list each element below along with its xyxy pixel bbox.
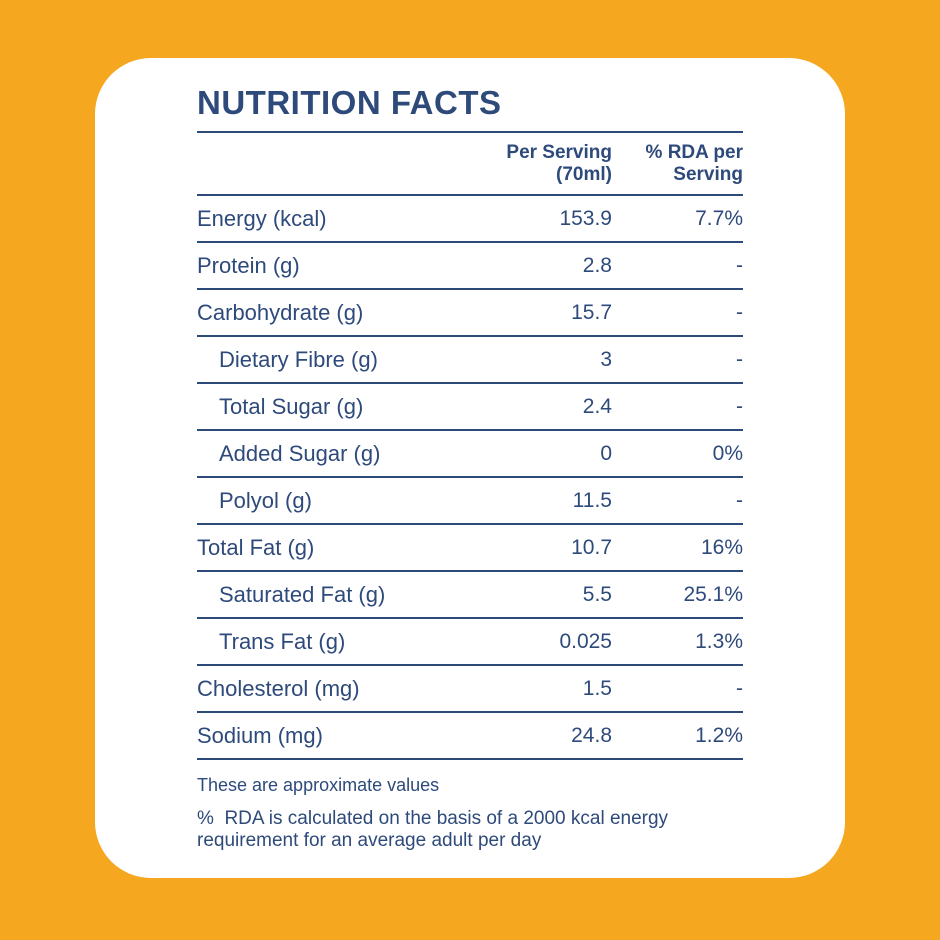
header-rda: % RDA per Serving (645, 142, 743, 185)
footnote-approximate: These are approximate values (197, 775, 440, 795)
nutrient-label: Total Fat (g) (197, 534, 315, 560)
nutrient-label: Total Sugar (g) (219, 393, 364, 419)
per-serving-value: 0.025 (559, 629, 612, 653)
nutrient-label: Sodium (mg) (197, 722, 323, 748)
rda-value: 25.1% (683, 582, 743, 606)
per-serving-value: 2.4 (582, 394, 612, 418)
rda-value: - (736, 488, 743, 512)
rda-value: - (736, 253, 743, 277)
nutrient-label: Polyol (g) (219, 487, 312, 513)
nutrition-facts-card: NUTRITION FACTS Per Serving (70ml) % RDA… (95, 58, 845, 878)
header-per-serving: Per Serving (70ml) (506, 142, 612, 185)
per-serving-value: 1.5 (582, 676, 612, 700)
nutrition-table-body: Energy (kcal) 153.9 7.7% Protein (g) 2.8… (197, 196, 743, 760)
rda-value: - (736, 676, 743, 700)
table-row: Cholesterol (mg) 1.5 - (197, 666, 743, 713)
footnote-rda-basis: % RDA is calculated on the basis of a 20… (197, 808, 669, 851)
rda-value: 16% (700, 535, 743, 559)
nutrient-label: Saturated Fat (g) (219, 581, 386, 607)
rda-value: 0% (712, 441, 743, 465)
title-divider (197, 131, 743, 133)
table-header-row: Per Serving (70ml) % RDA per Serving (197, 133, 743, 196)
nutrient-label: Dietary Fibre (g) (219, 346, 378, 372)
rda-value: 1.3% (695, 629, 743, 653)
table-row: Trans Fat (g) 0.025 1.3% (197, 619, 743, 666)
table-row: Dietary Fibre (g) 3 - (197, 337, 743, 384)
rda-value: 7.7% (695, 206, 743, 230)
per-serving-value: 2.8 (582, 253, 612, 277)
page-title: NUTRITION FACTS (197, 84, 502, 121)
nutrient-label: Carbohydrate (g) (197, 299, 364, 325)
nutrient-label: Energy (kcal) (197, 205, 327, 231)
rda-value: - (736, 347, 743, 371)
nutrient-label: Cholesterol (mg) (197, 675, 360, 701)
table-row: Polyol (g) 11.5 - (197, 478, 743, 525)
table-row: Saturated Fat (g) 5.5 25.1% (197, 572, 743, 619)
per-serving-value: 0 (600, 441, 612, 465)
nutrient-label: Added Sugar (g) (219, 440, 381, 466)
per-serving-value: 15.7 (571, 300, 612, 324)
rda-value: - (736, 300, 743, 324)
table-row: Energy (kcal) 153.9 7.7% (197, 196, 743, 243)
per-serving-value: 3 (600, 347, 612, 371)
nutrient-label: Protein (g) (197, 252, 300, 278)
nutrient-label: Trans Fat (g) (219, 628, 346, 654)
table-row: Total Fat (g) 10.7 16% (197, 525, 743, 572)
per-serving-value: 5.5 (582, 582, 612, 606)
rda-value: - (736, 394, 743, 418)
table-row: Carbohydrate (g) 15.7 - (197, 290, 743, 337)
per-serving-value: 24.8 (571, 723, 612, 747)
per-serving-value: 10.7 (571, 535, 612, 559)
table-row: Added Sugar (g) 0 0% (197, 431, 743, 478)
table-row: Protein (g) 2.8 - (197, 243, 743, 290)
table-row: Sodium (mg) 24.8 1.2% (197, 713, 743, 760)
rda-value: 1.2% (695, 723, 743, 747)
table-row: Total Sugar (g) 2.4 - (197, 384, 743, 431)
per-serving-value: 153.9 (559, 206, 612, 230)
per-serving-value: 11.5 (572, 488, 612, 512)
